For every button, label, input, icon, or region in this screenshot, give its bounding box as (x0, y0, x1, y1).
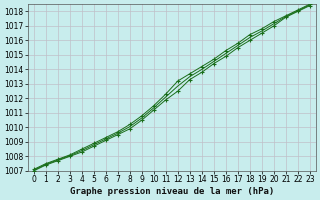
X-axis label: Graphe pression niveau de la mer (hPa): Graphe pression niveau de la mer (hPa) (70, 187, 274, 196)
